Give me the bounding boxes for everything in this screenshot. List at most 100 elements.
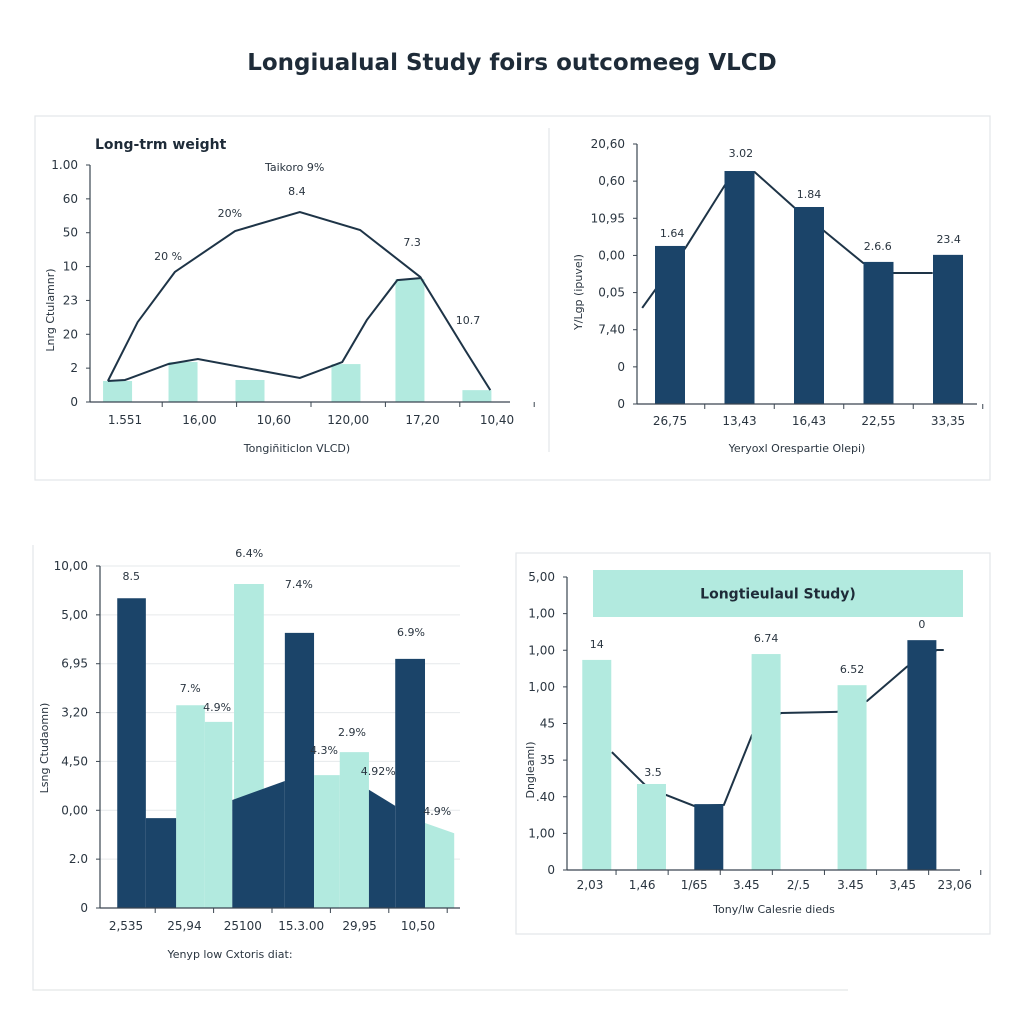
y-tick-label: .40 [536,790,555,804]
y-tick-label: 45 [540,717,555,731]
data-label: 3.02 [729,147,754,160]
chart-title: Long-trm weight [95,137,227,153]
x-tick-label: 2,03 [577,878,604,892]
bar [863,261,894,404]
data-label: 4.3% [310,744,338,757]
y-tick-label: 2 [70,361,78,375]
y-tick-label: 1,00 [528,643,555,657]
y-tick-label: 10,95 [591,211,625,225]
bar [395,279,425,402]
bar [794,206,824,404]
chart-1: 0 2 20 23 10 50 60 1.00 1.551 16,00 10,60 120,00 17,… [44,137,535,455]
data-label: 7.4% [285,578,313,591]
bar-block [145,818,177,908]
x-tick-label: 25,94 [167,919,201,933]
legend-label: Longtieulaul Study) [700,587,856,603]
x-tick-label: 10,50 [401,919,435,933]
data-label: 6.4% [235,547,263,560]
series-line [106,211,492,391]
bar [751,654,781,870]
y-axis-label: Lsng Ctudaomn) [38,703,51,794]
y-tick-label: 1,00 [528,607,555,621]
x-axis-label: Tony/lw Calesrie dieds [712,903,835,916]
bar [331,364,361,402]
x-tick-label: 29,95 [342,919,376,933]
x-tick-label: 10,60 [257,413,291,427]
data-label: 2.6.6 [864,240,892,253]
x-tick-label: 26,75 [653,414,687,428]
y-tick-label: 5,00 [61,608,88,622]
x-axis-label: Tongiñiticlon VLCD) [243,442,350,455]
y-tick-label: 50 [63,226,78,240]
bar-block [176,705,205,908]
y-tick-label: 0,05 [598,286,625,300]
x-tick-label: 3.45 [837,878,864,892]
bar-block [314,775,340,908]
data-label: 23.4 [936,233,961,246]
x-tick-label: 15.3.00 [278,919,324,933]
y-tick-label: 35 [540,753,555,767]
y-tick-label: 1,00 [528,826,555,840]
data-label: 8.5 [123,570,141,583]
data-label: 7.3 [403,236,421,249]
chart-3: 0 2.0 0,00 4,50 3,20 6,95 5,00 10,00 2,535 25,94 2… [38,547,460,961]
x-tick-label: 1.551 [108,413,142,427]
bar [837,685,867,870]
bar [582,659,612,870]
data-label: 1.64 [660,227,685,240]
bar-block [395,658,426,908]
x-tick-label: 1/65 [681,878,708,892]
bar [724,171,755,404]
data-label: 3.5 [644,766,662,779]
x-tick-label: 2/.5 [787,878,810,892]
y-tick-label: 10 [63,260,78,274]
y-tick-label: 1,00 [528,680,555,694]
x-tick-label: 17,20 [405,413,439,427]
bar [636,783,666,870]
series-line [107,277,421,383]
data-label: 8.4 [288,185,306,198]
y-tick-label: 2.0 [69,852,88,866]
x-tick-label: 13,43 [722,414,756,428]
x-tick-label: 1,46 [629,878,656,892]
data-label: 4.9% [203,701,231,714]
data-label: 20% [218,207,242,220]
bar-block [232,780,285,908]
data-label: 10.7 [456,314,481,327]
y-tick-label: 20 [63,327,78,341]
data-label: Taikoro 9% [264,161,324,174]
x-tick-label: 10,40 [480,413,514,427]
y-tick-label: 0 [80,901,88,915]
y-axis-label: Dngleaml) [524,741,537,798]
data-label: 14 [590,638,604,651]
x-tick-label: 3,45 [889,878,916,892]
bar [907,640,937,870]
y-tick-label: 0 [70,395,78,409]
x-tick-label: 16,00 [182,413,216,427]
data-label: 1.84 [797,188,822,201]
bar-block [425,822,455,908]
x-axis-label: Yeryoxl Orespartie Olepi) [728,442,866,455]
x-tick-label: 2,535 [109,919,143,933]
y-tick-label: 0,00 [61,803,88,817]
bar [655,245,685,404]
x-axis-label: Yenyp low Cxtoris diat: [166,948,292,961]
data-label: 6.74 [754,632,779,645]
y-axis-label: Y/Lgp (ipuvel) [572,254,585,331]
y-tick-label: 5,00 [528,570,555,584]
data-label: 6.52 [840,663,865,676]
bar [462,390,492,402]
bar-block [117,598,146,908]
bar-block [339,752,369,908]
bar [103,381,133,402]
data-label: 4.9% [423,805,451,818]
x-tick-label: 23,06 [938,878,972,892]
bar [168,362,198,402]
y-tick-label: 0,00 [598,248,625,262]
x-tick-label: 3.45 [733,878,760,892]
data-label: 6.9% [397,626,425,639]
y-tick-label: 7,40 [598,323,625,337]
data-label: 2.9% [338,726,366,739]
bar [694,804,724,870]
top-panel-frame [34,115,991,481]
